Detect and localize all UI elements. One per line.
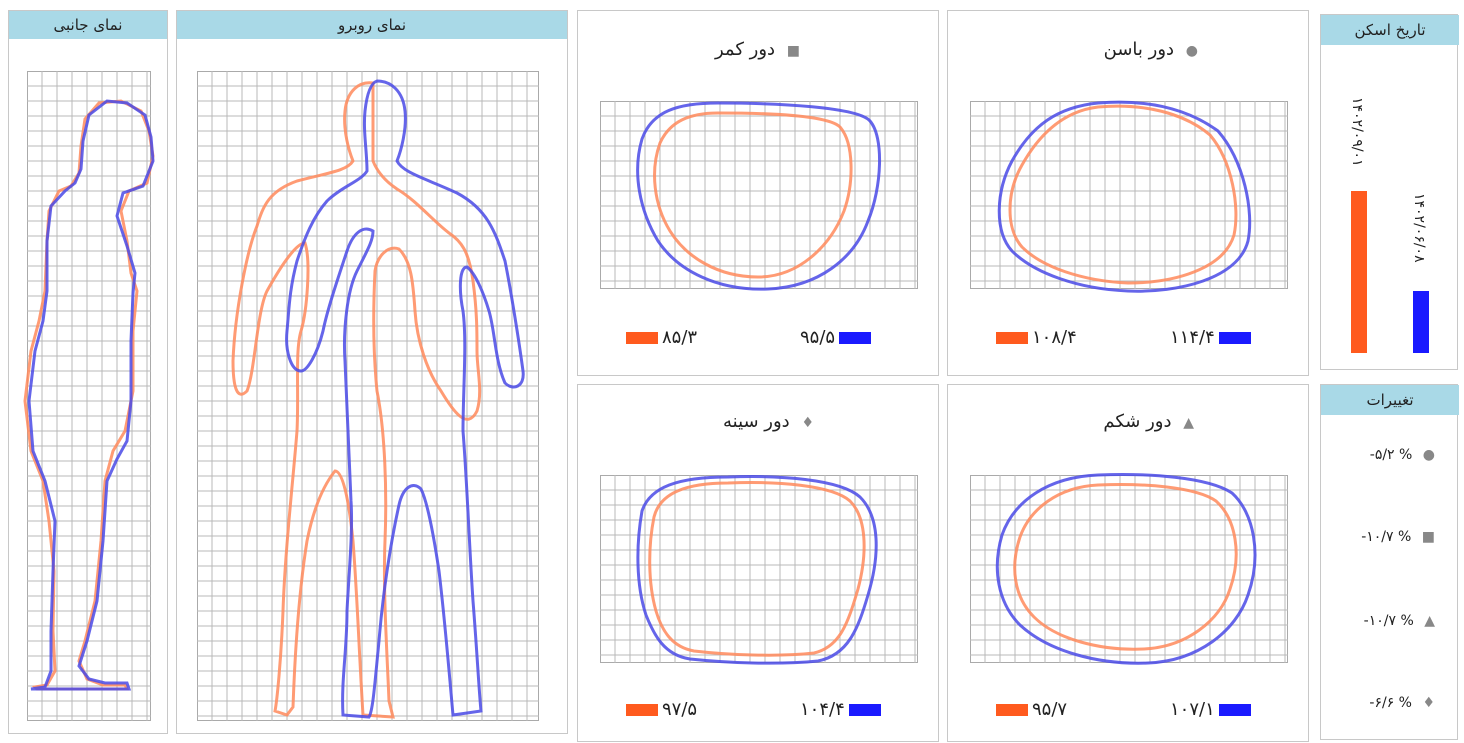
- chest-blue-value: ۱۰۴/۴: [800, 699, 845, 720]
- waist-legend-blue: ۹۵/۵: [800, 327, 872, 348]
- measurement-card-waist: ■ دور کمر ۸۵/۳ ۹۵/۵: [577, 10, 939, 376]
- abdomen-blue-value: ۱۰۷/۱: [1170, 699, 1215, 720]
- chest-cross-section: [636, 475, 878, 665]
- change-row-waist: -۱۰/۷ % ■: [1361, 529, 1435, 545]
- blue-swatch: [839, 331, 872, 344]
- abdomen-outline-orange: [1013, 483, 1238, 651]
- hip-blue-value: ۱۱۴/۴: [1170, 327, 1215, 348]
- waist-legend-orange: ۸۵/۳: [626, 327, 697, 348]
- hip-legend-blue: ۱۱۴/۴: [1170, 327, 1251, 348]
- old-scan-date: ۱۴۰۲/۰۶/۰۸: [1411, 193, 1427, 263]
- measurement-card-hip: ● دور باسن ۱۰۸/۴ ۱۱۴/۴: [947, 10, 1309, 376]
- side-view-title: نمای جانبی: [9, 11, 167, 39]
- front-body-outline: [231, 79, 525, 719]
- triangle-icon: ▲: [1183, 415, 1194, 431]
- front-outline-blue: [285, 79, 525, 719]
- old-scan-bar: [1413, 291, 1429, 353]
- waist-outline-blue: [636, 101, 882, 291]
- change-value-abdomen: -۱۰/۷ %: [1363, 613, 1414, 629]
- measurement-title-abdomen: ▲ دور شکم: [1103, 411, 1194, 432]
- diamond-icon: ♦: [801, 415, 814, 431]
- change-value-hip: -۵/۲ %: [1369, 447, 1413, 463]
- change-row-abdomen: -۱۰/۷ % ▲: [1364, 613, 1435, 629]
- chest-outline-orange: [648, 481, 866, 657]
- grid-border: [197, 71, 539, 721]
- side-outline-blue: [27, 99, 155, 691]
- measurement-label-waist: دور کمر: [715, 39, 776, 60]
- change-row-hip: -۵/۲ % ●: [1370, 447, 1435, 463]
- abdomen-legend-orange: ۹۵/۷: [996, 699, 1067, 720]
- abdomen-outline-blue: [995, 473, 1257, 665]
- front-view-panel: نمای روبرو: [176, 10, 568, 734]
- measurement-card-abdomen: ▲ دور شکم ۹۵/۷ ۱۰۷/۱: [947, 384, 1309, 742]
- changes-title: تغییرات: [1321, 385, 1459, 415]
- blue-swatch: [848, 703, 881, 716]
- circle-icon: ●: [1422, 447, 1435, 463]
- waist-cross-section: [636, 101, 882, 291]
- change-value-waist: -۱۰/۷ %: [1361, 529, 1412, 545]
- chest-legend-orange: ۹۷/۵: [626, 699, 697, 720]
- measurement-title-waist: ■ دور کمر: [715, 39, 800, 60]
- orange-swatch: [996, 331, 1028, 344]
- waist-grid: [600, 101, 918, 289]
- blue-swatch: [1218, 331, 1251, 344]
- chest-legend-blue: ۱۰۴/۴: [800, 699, 881, 720]
- blue-swatch: [1218, 703, 1251, 716]
- new-scan-date: ۱۴۰۲/۰۹/۰۱: [1349, 97, 1365, 167]
- waist-grid-svg: [600, 101, 918, 289]
- hip-grid-svg: [970, 101, 1288, 289]
- side-body-outline: [23, 99, 155, 691]
- diamond-icon: ♦: [1422, 695, 1435, 711]
- scan-dates-panel: تاریخ اسکن ۱۴۰۲/۰۹/۰۱ ۱۴۰۲/۰۶/۰۸: [1320, 14, 1459, 370]
- change-value-chest: -۶/۶ %: [1369, 695, 1412, 711]
- orange-swatch: [626, 331, 658, 344]
- measurement-title-hip: ● دور باسن: [1104, 39, 1198, 60]
- measurement-label-hip: دور باسن: [1103, 39, 1175, 60]
- hip-grid: [970, 101, 1288, 289]
- scan-dates-title: تاریخ اسکن: [1321, 15, 1459, 45]
- hip-legend-orange: ۱۰۸/۴: [996, 327, 1077, 348]
- abdomen-legend-blue: ۱۰۷/۱: [1170, 699, 1251, 720]
- circle-icon: ●: [1185, 43, 1198, 59]
- abdomen-orange-value: ۹۵/۷: [1032, 699, 1068, 720]
- front-outline-orange: [231, 81, 482, 719]
- chest-orange-value: ۹۷/۵: [662, 699, 698, 720]
- waist-blue-value: ۹۵/۵: [800, 327, 836, 348]
- hip-orange-value: ۱۰۸/۴: [1032, 327, 1077, 348]
- measurement-title-chest: ♦ دور سینه: [723, 411, 814, 432]
- orange-swatch: [996, 703, 1028, 716]
- waist-outline-orange: [653, 111, 853, 279]
- square-icon: ■: [786, 43, 800, 59]
- square-icon: ■: [1421, 529, 1435, 545]
- change-row-chest: -۶/۶ % ♦: [1369, 695, 1435, 711]
- orange-swatch: [626, 703, 658, 716]
- front-view-title: نمای روبرو: [177, 11, 567, 39]
- hip-outline-blue: [997, 100, 1252, 293]
- abdomen-cross-section: [995, 473, 1257, 665]
- changes-panel: تغییرات -۵/۲ % ● -۱۰/۷ % ■ -۱۰/۷ % ▲ -۶/…: [1320, 384, 1459, 740]
- side-view-panel: نمای جانبی: [8, 10, 168, 734]
- measurement-card-chest: ♦ دور سینه ۹۷/۵ ۱۰۴/۴: [577, 384, 939, 742]
- grid-border: [27, 71, 151, 721]
- hip-outline-orange: [1008, 104, 1238, 285]
- chest-outline-blue: [636, 475, 878, 665]
- new-scan-bar: [1351, 191, 1367, 353]
- measurement-label-chest: دور سینه: [722, 411, 790, 432]
- hip-cross-section: [997, 100, 1252, 293]
- measurement-label-abdomen: دور شکم: [1103, 411, 1172, 432]
- waist-orange-value: ۸۵/۳: [662, 327, 698, 348]
- triangle-icon: ▲: [1424, 613, 1435, 629]
